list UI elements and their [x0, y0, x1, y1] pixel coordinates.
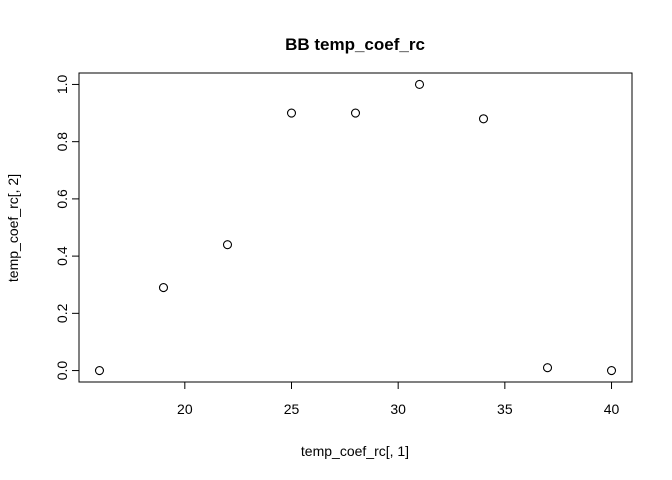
y-tick-label: 0.6	[54, 189, 70, 209]
x-tick-label: 20	[177, 401, 193, 417]
y-tick-label: 0.8	[54, 132, 70, 152]
data-point	[222, 240, 233, 250]
y-tick-label: 0.0	[54, 361, 70, 381]
data-point	[350, 108, 361, 118]
data-point	[286, 108, 297, 118]
y-tick-label: 1.0	[54, 75, 70, 95]
y-axis: 0.0 0.2 0.4 0.6 0.8 1.0	[54, 75, 80, 381]
x-tick-label: 35	[497, 401, 513, 417]
x-tick-label: 25	[284, 401, 300, 417]
y-tick-label: 0.2	[54, 303, 70, 323]
data-points	[94, 79, 617, 376]
data-point	[478, 114, 489, 124]
data-point	[542, 363, 553, 373]
x-axis-label: temp_coef_rc[, 1]	[301, 443, 409, 459]
y-axis-label: temp_coef_rc[, 2]	[5, 174, 21, 282]
x-tick-label: 40	[604, 401, 620, 417]
x-axis: 20 25 30 35 40	[177, 381, 620, 417]
data-point	[606, 366, 617, 376]
chart-title: BB temp_coef_rc	[285, 35, 425, 54]
data-point	[414, 79, 425, 89]
data-point	[158, 283, 169, 293]
x-tick-label: 30	[390, 401, 406, 417]
y-tick-label: 0.4	[54, 246, 70, 266]
plot-frame	[78, 72, 633, 383]
data-point	[94, 366, 105, 376]
